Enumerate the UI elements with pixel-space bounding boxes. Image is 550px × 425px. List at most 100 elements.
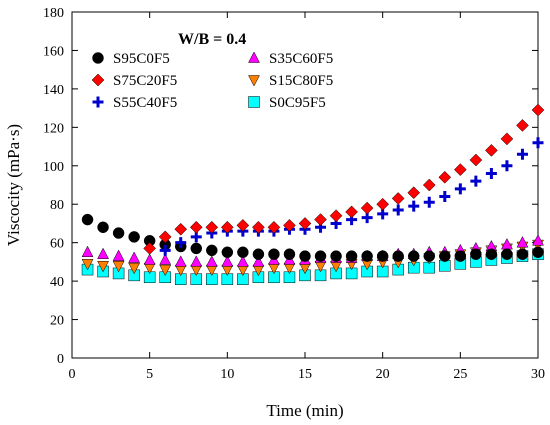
data-point [516,119,529,132]
data-point [221,246,234,259]
data-point [158,230,172,244]
data-point [112,227,125,239]
y-tick-label: 140 [43,83,64,98]
data-point [81,245,94,258]
data-point [423,250,436,262]
data-point [408,200,420,212]
data-point [159,244,171,256]
data-point [97,260,109,273]
y-tick-label: 160 [43,44,64,59]
data-point [391,192,405,205]
legend-item: S95C0F5 [92,51,170,67]
data-point [376,250,389,262]
data-point [439,191,451,203]
x-tick-label: 25 [453,367,467,382]
x-tick-label: 5 [146,367,153,382]
data-point [236,255,249,267]
data-point [501,248,513,260]
data-point [470,248,482,260]
y-axis-title: Viscocity (mPa·s) [4,124,23,246]
data-point [268,248,280,260]
data-point [532,137,544,149]
legend-label: S55C40F5 [113,95,177,111]
legend-item: S75C20F5 [91,73,177,89]
data-point [237,246,249,259]
x-tick-label: 0 [69,367,76,382]
data-point [453,163,467,176]
data-point [143,253,156,265]
data-point [267,220,281,234]
data-point [283,248,296,260]
data-point [236,219,250,232]
legend-label: S95C0F5 [113,51,170,67]
data-point [454,183,466,195]
data-point [438,170,452,184]
data-point [205,220,219,234]
data-point [159,264,172,277]
data-point [439,250,451,262]
data-point [516,148,528,160]
x-tick-label: 10 [220,367,234,382]
data-point [159,253,172,265]
legend-label: S15C80F5 [269,73,333,89]
data-point [252,220,265,234]
data-point [112,249,125,261]
data-point [189,220,203,234]
data-point [314,250,327,262]
data-point [392,250,404,262]
legend-marker [248,51,260,63]
data-point [97,247,109,259]
data-point [392,204,404,216]
chart-annotation: W/B = 0.4 [178,31,246,48]
data-point [128,251,141,263]
data-point [174,255,187,267]
data-point [470,175,482,187]
data-point [298,217,312,230]
legend-item: S55C40F5 [92,95,177,111]
data-point [190,242,203,255]
legend: S95C0F5 S75C20F5 S55C40F5 S35C60F5 S15C80F5 S… [91,51,333,111]
legend-marker [91,73,105,87]
legend-item: S35C60F5 [248,51,333,67]
series-S75C20F5 [143,103,545,255]
legend-marker [92,52,104,64]
data-point [299,250,311,262]
data-point [454,250,467,262]
data-point [283,219,296,232]
data-point [501,160,513,172]
data-point [175,237,187,249]
data-point [174,222,188,236]
y-tick-label: 120 [43,121,64,136]
y-tick-label: 20 [50,314,64,329]
data-point [407,186,421,200]
data-point [423,196,435,208]
data-point [112,260,125,273]
data-point [97,221,109,234]
legend-marker [248,96,260,108]
y-tick-label: 40 [50,275,64,290]
y-tick-label: 180 [43,6,64,21]
legend-marker [92,96,104,108]
data-point [531,103,545,117]
data-point [485,167,497,179]
data-point [345,205,358,219]
data-point [422,178,436,192]
x-axis-title: Time (min) [266,401,343,420]
y-tick-label: 80 [50,198,64,213]
legend-marker [248,75,260,87]
data-point [532,246,544,259]
series-layer [81,103,545,285]
x-tick-label: 15 [298,367,312,382]
x-tick-label: 20 [376,367,390,382]
y-tick-label: 0 [57,352,64,367]
data-point [81,213,94,226]
data-point [516,236,529,248]
legend-label: S0C95F5 [269,95,326,111]
axis-ticks: 0 5 10 15 20 25 30 0 20 40 60 80 100 120 140 160 180 [43,6,545,382]
data-point [128,231,140,243]
x-tick-label: 30 [531,367,545,382]
data-point [345,250,358,262]
data-point [500,132,514,146]
